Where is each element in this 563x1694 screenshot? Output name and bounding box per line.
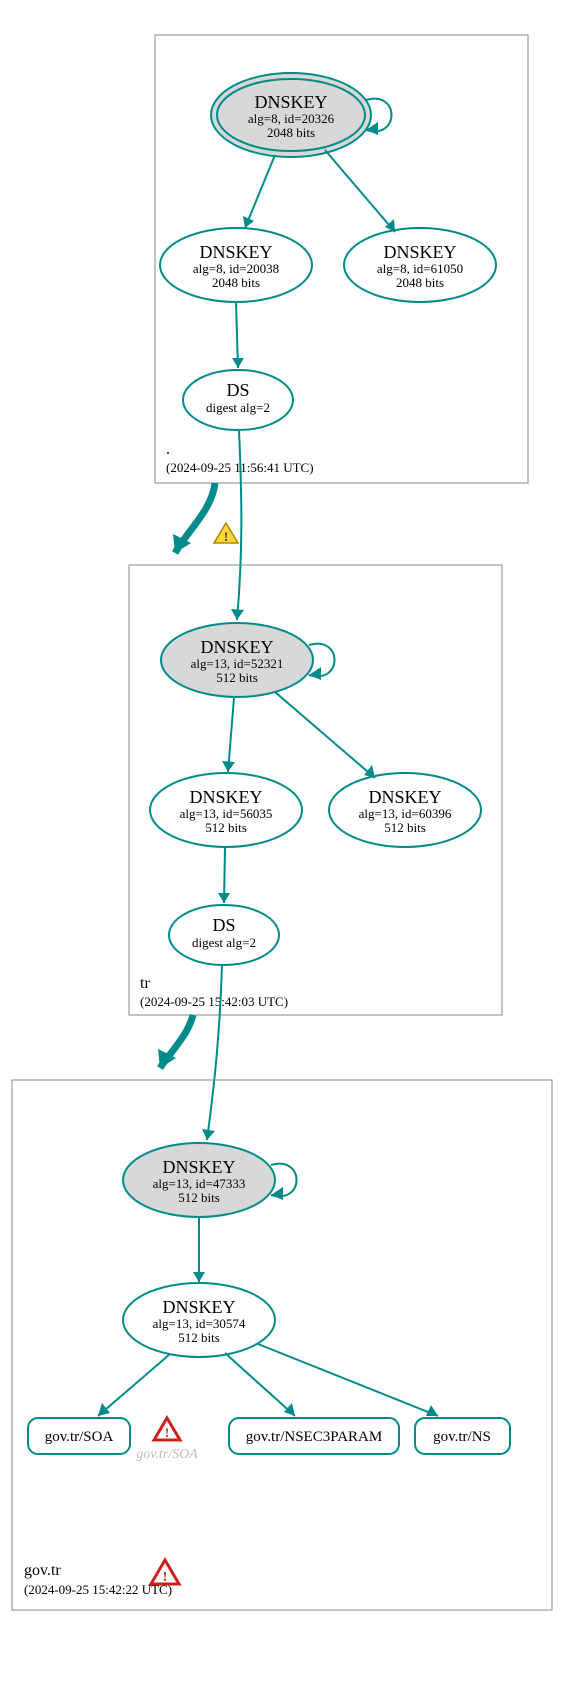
govtr-ksk-title: DNSKEY — [162, 1157, 235, 1177]
warning-icon-yellow: ! — [214, 523, 238, 544]
tr-ksk-line2: 512 bits — [216, 670, 258, 685]
edge-root-ds-tr-ksk — [237, 430, 241, 620]
tr-ds-line1: digest alg=2 — [192, 935, 256, 950]
error-icon-rr: ! — [154, 1418, 180, 1440]
node-tr-zsk1: DNSKEY alg=13, id=56035 512 bits — [150, 773, 302, 847]
govtr-soa-label: gov.tr/SOA — [45, 1429, 114, 1445]
tr-zsk2-line2: 512 bits — [384, 820, 426, 835]
zone-ts-tr: (2024-09-25 15:42:03 UTC) — [140, 994, 288, 1009]
node-govtr-ns: gov.tr/NS — [415, 1418, 510, 1454]
tr-zsk2-title: DNSKEY — [368, 787, 441, 807]
svg-text:!: ! — [165, 1425, 169, 1440]
node-tr-zsk2: DNSKEY alg=13, id=60396 512 bits — [329, 773, 481, 847]
arrow-govtr-zsk-ns — [426, 1405, 438, 1416]
tr-zsk1-line2: 512 bits — [205, 820, 247, 835]
edge-govtr-zsk-soa — [98, 1354, 170, 1416]
svg-text:!: ! — [163, 1570, 168, 1585]
root-ds-line1: digest alg=2 — [206, 400, 270, 415]
edge-tr-ds-govtr-ksk — [207, 965, 222, 1140]
govtr-ksk-line2: 512 bits — [178, 1190, 220, 1205]
tr-ksk-title: DNSKEY — [200, 637, 273, 657]
edge-tr-ksk-zsk1 — [228, 698, 234, 772]
node-root-ksk: DNSKEY alg=8, id=20326 2048 bits — [211, 73, 371, 157]
node-root-zsk2: DNSKEY alg=8, id=61050 2048 bits — [344, 228, 496, 302]
edge-govtr-zsk-ns — [258, 1344, 438, 1416]
arrow-govtr-ksk-zsk — [193, 1272, 205, 1282]
svg-text:!: ! — [224, 529, 228, 544]
arrow-root-ds-tr-ksk — [231, 609, 244, 620]
govtr-zsk-line1: alg=13, id=30574 — [153, 1316, 246, 1331]
zone-label-govtr: gov.tr — [24, 1562, 61, 1579]
arrow-govtr-zsk-soa — [98, 1403, 110, 1416]
node-govtr-nsec3: gov.tr/NSEC3PARAM — [229, 1418, 399, 1454]
tr-zsk1-line1: alg=13, id=56035 — [180, 806, 273, 821]
edge-tr-ksk-zsk2 — [275, 692, 375, 778]
tr-zsk2-line1: alg=13, id=60396 — [359, 806, 452, 821]
arrow-tr-ksk-zsk2 — [364, 765, 375, 778]
root-zsk2-line2: 2048 bits — [396, 275, 444, 290]
zone-box-govtr — [12, 1080, 552, 1610]
zone-label-tr: tr — [140, 975, 150, 992]
root-zsk2-line1: alg=8, id=61050 — [377, 261, 463, 276]
govtr-zsk-line2: 512 bits — [178, 1330, 220, 1345]
node-tr-ksk: DNSKEY alg=13, id=52321 512 bits — [161, 623, 313, 697]
govtr-ns-label: gov.tr/NS — [433, 1429, 491, 1445]
arrow-tr-zsk1-ds — [218, 893, 230, 903]
govtr-ksk-line1: alg=13, id=47333 — [153, 1176, 246, 1191]
govtr-nsec3-label: gov.tr/NSEC3PARAM — [246, 1429, 382, 1445]
root-ksk-line1: alg=8, id=20326 — [248, 111, 335, 126]
root-zsk1-line1: alg=8, id=20038 — [193, 261, 279, 276]
node-tr-ds: DS digest alg=2 — [169, 905, 279, 965]
edge-govtr-zsk-nsec3 — [225, 1353, 295, 1416]
govtr-zsk-title: DNSKEY — [162, 1297, 235, 1317]
tr-zsk1-title: DNSKEY — [189, 787, 262, 807]
error-icon-zone: ! — [151, 1560, 179, 1585]
arrow-tr-ds-govtr-ksk — [202, 1129, 215, 1140]
node-govtr-ksk: DNSKEY alg=13, id=47333 512 bits — [123, 1143, 275, 1217]
root-zsk1-title: DNSKEY — [199, 242, 272, 262]
edge-root-ksk-zsk1 — [245, 155, 275, 228]
root-zsk1-line2: 2048 bits — [212, 275, 260, 290]
node-root-ds: DS digest alg=2 — [183, 370, 293, 430]
edge-root-ksk-zsk2 — [325, 150, 395, 232]
arrow-root-zsk1-ds — [232, 358, 244, 368]
node-govtr-soa: gov.tr/SOA — [28, 1418, 130, 1454]
root-ds-title: DS — [226, 380, 249, 400]
root-zsk2-title: DNSKEY — [383, 242, 456, 262]
tr-ds-title: DS — [212, 915, 235, 935]
tr-ksk-line1: alg=13, id=52321 — [191, 656, 284, 671]
govtr-grey-label: gov.tr/SOA — [136, 1447, 198, 1462]
node-root-zsk1: DNSKEY alg=8, id=20038 2048 bits — [160, 228, 312, 302]
arrow-tr-ksk-zsk1 — [222, 761, 235, 772]
node-govtr-zsk: DNSKEY alg=13, id=30574 512 bits — [123, 1283, 275, 1357]
arrow-govtr-zsk-nsec3 — [284, 1403, 295, 1416]
root-ksk-title: DNSKEY — [254, 92, 327, 112]
zone-label-root: . — [166, 441, 170, 458]
root-ksk-line2: 2048 bits — [267, 125, 315, 140]
